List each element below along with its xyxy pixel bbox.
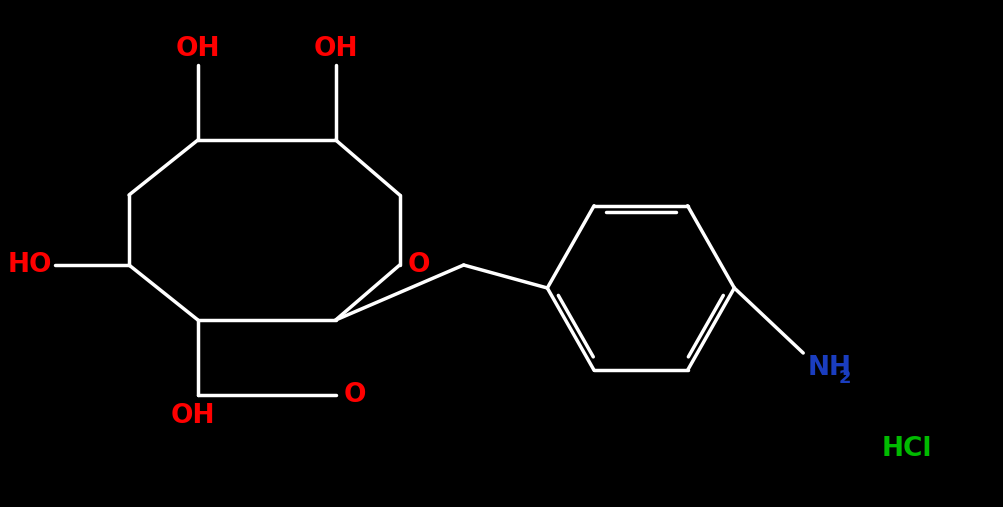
Text: HO: HO (8, 252, 52, 278)
Text: NH: NH (806, 355, 851, 381)
Text: 2: 2 (838, 369, 851, 387)
Text: O: O (407, 252, 429, 278)
Text: HCl: HCl (881, 436, 931, 462)
Text: OH: OH (313, 36, 358, 62)
Text: OH: OH (171, 403, 215, 429)
Text: OH: OH (176, 36, 220, 62)
Text: O: O (343, 382, 366, 408)
